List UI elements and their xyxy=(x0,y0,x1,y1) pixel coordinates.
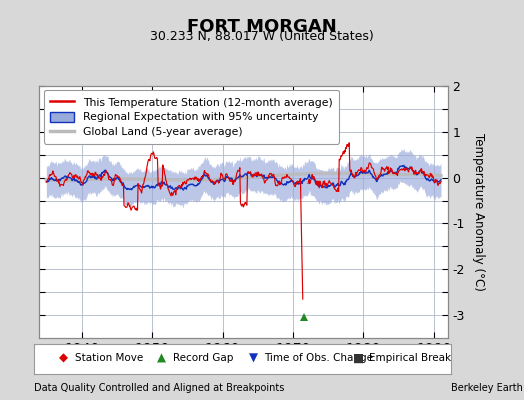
Text: Berkeley Earth: Berkeley Earth xyxy=(451,383,522,393)
Text: ▲: ▲ xyxy=(157,352,166,365)
Text: ◆: ◆ xyxy=(59,352,68,365)
Legend: This Temperature Station (12-month average), Regional Expectation with 95% uncer: This Temperature Station (12-month avera… xyxy=(43,90,339,144)
Text: Empirical Break: Empirical Break xyxy=(368,354,451,363)
Y-axis label: Temperature Anomaly (°C): Temperature Anomaly (°C) xyxy=(472,133,485,291)
Text: FORT MORGAN: FORT MORGAN xyxy=(187,18,337,36)
Text: ▼: ▼ xyxy=(248,352,258,365)
Text: Record Gap: Record Gap xyxy=(173,354,233,363)
Text: Station Move: Station Move xyxy=(75,354,143,363)
Text: ■: ■ xyxy=(353,352,364,365)
Text: Data Quality Controlled and Aligned at Breakpoints: Data Quality Controlled and Aligned at B… xyxy=(34,383,285,393)
Text: 30.233 N, 88.017 W (United States): 30.233 N, 88.017 W (United States) xyxy=(150,30,374,43)
Text: Time of Obs. Change: Time of Obs. Change xyxy=(265,354,374,363)
